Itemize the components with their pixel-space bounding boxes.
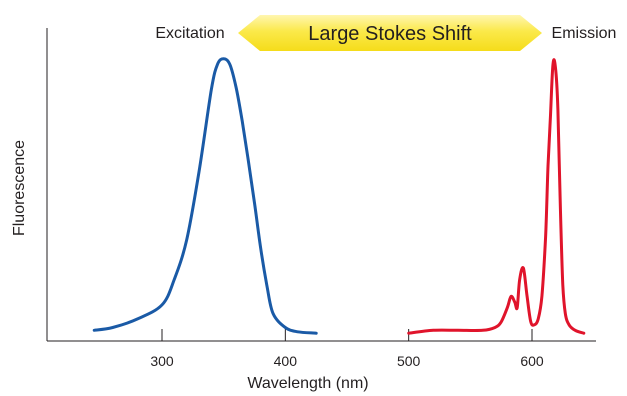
emission-label: Emission bbox=[552, 25, 617, 42]
emission-series-line bbox=[407, 58, 586, 335]
stokes-shift-banner: Large Stokes Shift bbox=[238, 15, 542, 51]
x-axis-title: Wavelength (nm) bbox=[247, 375, 368, 392]
excitation-label: Excitation bbox=[155, 25, 224, 42]
x-tick-labels: 300 400 500 600 bbox=[150, 353, 544, 369]
x-tick-label-500: 500 bbox=[397, 353, 421, 369]
x-tick-label-400: 400 bbox=[274, 353, 298, 369]
stokes-shift-label: Large Stokes Shift bbox=[308, 23, 472, 45]
y-axis-title: Fluorescence bbox=[11, 140, 28, 236]
x-ticks bbox=[161, 329, 533, 341]
stokes-shift-arrow bbox=[238, 15, 542, 51]
series-layer bbox=[92, 57, 586, 335]
excitation-series-line bbox=[92, 57, 318, 335]
x-tick-label-600: 600 bbox=[520, 353, 544, 369]
x-tick-label-300: 300 bbox=[150, 353, 174, 369]
